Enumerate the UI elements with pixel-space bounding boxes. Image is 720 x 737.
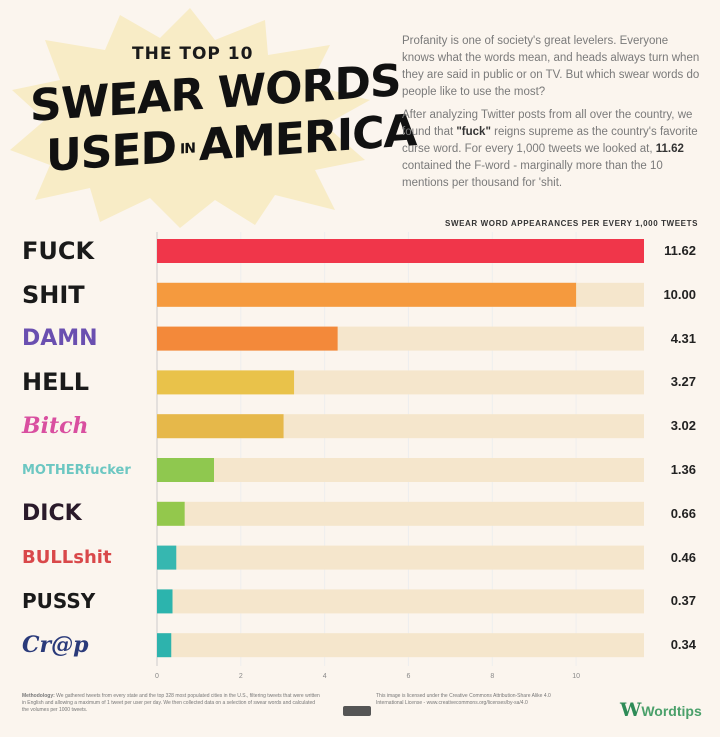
bar — [157, 282, 577, 307]
value-label: 10.00 — [663, 286, 696, 302]
bar-track — [157, 633, 644, 658]
bar — [157, 501, 185, 526]
category-label: DICK — [22, 501, 82, 527]
x-tick-label: 4 — [322, 673, 327, 680]
value-label: 0.34 — [670, 637, 696, 653]
value-label: 0.37 — [670, 593, 696, 609]
cc-license-icon — [343, 706, 371, 716]
value-label: 0.66 — [670, 505, 696, 521]
category-label: Bitch — [22, 413, 89, 440]
wordtips-logo[interactable]: WWordtips — [620, 699, 702, 721]
category-label: MOTHERfucker — [22, 462, 131, 478]
bar-track — [157, 458, 644, 482]
bar — [157, 589, 173, 614]
pre-title: THE TOP 10 — [132, 44, 254, 64]
bar-track — [157, 545, 644, 570]
intro-text: Profanity is one of society's great leve… — [402, 33, 702, 198]
title-starburst — [10, 8, 370, 228]
bar — [157, 414, 284, 439]
category-label: HELL — [22, 368, 90, 397]
bar-track — [157, 501, 644, 526]
category-label: SHIT — [22, 280, 85, 309]
intro-paragraph-1: Profanity is one of society's great leve… — [402, 35, 700, 98]
category-label: Cr@p — [22, 632, 89, 659]
bar-track — [157, 414, 644, 439]
bar-track — [157, 589, 644, 614]
value-label: 11.62 — [664, 243, 696, 258]
category-label: DAMN — [22, 326, 98, 352]
x-tick-label: 0 — [155, 673, 159, 680]
value-label: 3.02 — [670, 418, 696, 434]
bar-track — [157, 326, 644, 351]
value-label: 4.31 — [670, 330, 696, 346]
bar — [157, 458, 214, 482]
value-label: 3.27 — [670, 374, 696, 390]
x-tick-label: 10 — [572, 673, 580, 680]
category-label: FUCK — [22, 237, 95, 265]
category-label: PUSSY — [22, 589, 96, 614]
category-label: BULLshit — [22, 547, 112, 569]
x-tick-label: 8 — [490, 673, 495, 680]
chart-title: SWEAR WORD APPEARANCES PER EVERY 1,000 T… — [445, 219, 698, 228]
bar — [157, 545, 177, 570]
x-tick-label: 2 — [238, 673, 243, 680]
bar — [157, 326, 338, 351]
bar-track — [157, 239, 644, 263]
value-label: 0.46 — [670, 549, 696, 565]
intro-paragraph-2: After analyzing Twitter posts from all o… — [402, 109, 698, 189]
x-tick-label: 6 — [406, 673, 411, 680]
methodology-note: Methodology: We gathered tweets from eve… — [22, 693, 320, 713]
title-word-used: USED — [46, 121, 176, 182]
bar-track — [157, 282, 644, 307]
bar — [157, 370, 295, 395]
bar — [157, 239, 644, 263]
bar — [157, 633, 172, 658]
value-label: 1.36 — [670, 462, 696, 477]
bar-track — [157, 370, 644, 395]
license-note: This image is licensed under the Creativ… — [376, 693, 551, 706]
title-word-in: IN — [180, 140, 195, 158]
